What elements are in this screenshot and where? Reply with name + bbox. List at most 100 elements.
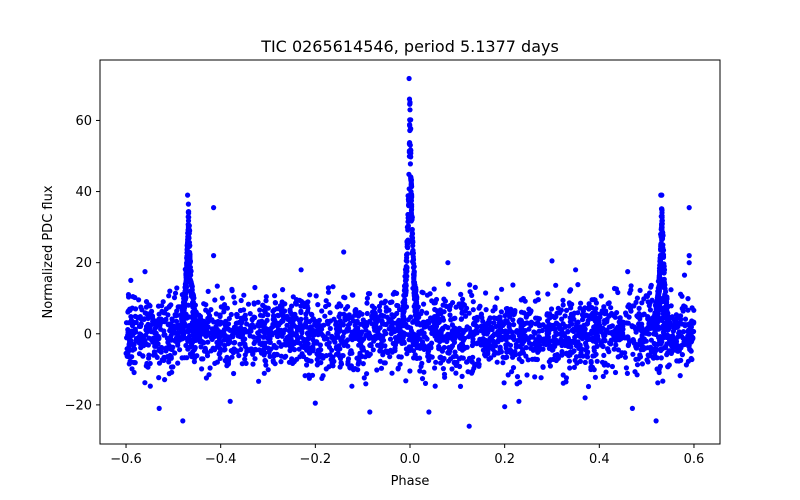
data-point [452, 325, 458, 331]
data-point [136, 297, 142, 303]
data-point [408, 117, 414, 123]
data-point [417, 368, 423, 374]
data-point [411, 279, 417, 285]
data-point [177, 347, 183, 353]
data-point [514, 381, 520, 387]
data-point [242, 341, 248, 347]
y-tick-label: 60 [75, 114, 92, 129]
data-point [408, 216, 414, 222]
data-point [255, 299, 261, 305]
data-point [406, 96, 413, 102]
data-point [477, 336, 483, 342]
data-point [265, 345, 271, 351]
data-point [566, 358, 573, 364]
data-point [419, 308, 425, 314]
data-point [185, 209, 191, 215]
data-point [352, 366, 358, 372]
data-point [666, 362, 672, 368]
data-point [616, 319, 622, 325]
data-point [409, 238, 415, 245]
data-point [400, 330, 406, 336]
data-point [474, 323, 480, 329]
data-point [653, 348, 659, 354]
data-point [404, 264, 410, 271]
x-tick-label: −0.4 [205, 452, 237, 467]
y-axis-ticks: −20 0 20 40 60 [65, 114, 100, 413]
data-point [569, 327, 575, 333]
data-point [682, 322, 688, 328]
data-point [394, 290, 400, 296]
chart-title: TIC 0265614546, period 5.1377 days [260, 37, 559, 56]
data-point [218, 304, 224, 310]
data-point [275, 333, 281, 340]
data-point [229, 354, 235, 360]
data-point [205, 339, 211, 345]
data-point [389, 370, 395, 376]
data-point [564, 338, 570, 344]
data-point [456, 326, 462, 332]
data-point [639, 334, 645, 340]
data-point [647, 307, 654, 313]
data-point [628, 308, 634, 314]
data-point [491, 315, 497, 321]
data-point [216, 338, 222, 344]
data-point [678, 291, 684, 297]
data-point [364, 295, 370, 301]
data-point [186, 322, 192, 329]
data-point [408, 314, 414, 320]
data-point [345, 327, 351, 333]
data-point [453, 304, 459, 310]
data-point [275, 327, 281, 333]
data-point [263, 362, 269, 368]
data-point [553, 320, 559, 326]
data-point [161, 354, 167, 360]
data-point [222, 346, 228, 353]
data-point [467, 282, 473, 288]
data-point [524, 372, 530, 378]
data-point [262, 320, 268, 326]
data-point [500, 354, 506, 360]
data-point [575, 319, 581, 325]
data-point [169, 316, 175, 322]
data-point [409, 226, 415, 233]
data-point [198, 329, 204, 335]
data-point [518, 297, 524, 303]
data-point [597, 311, 604, 317]
data-point [535, 320, 541, 326]
data-point [657, 270, 663, 276]
data-point [441, 344, 447, 351]
data-point [129, 341, 135, 347]
data-point [452, 359, 458, 365]
data-point [226, 315, 232, 322]
data-point [466, 310, 472, 316]
data-point [386, 307, 392, 313]
data-point [653, 300, 659, 306]
data-point [633, 356, 639, 362]
data-point [407, 161, 413, 167]
data-point [407, 126, 414, 132]
data-point [327, 352, 333, 358]
data-point [172, 290, 179, 296]
data-point [670, 333, 676, 339]
data-point [212, 347, 218, 353]
data-point [406, 140, 412, 147]
data-point [594, 358, 600, 364]
data-point [413, 340, 419, 346]
data-point [156, 375, 162, 381]
data-point [539, 327, 545, 334]
data-point [488, 355, 494, 361]
data-point [266, 331, 272, 337]
data-point [567, 288, 573, 294]
data-point [616, 337, 623, 343]
data-point [185, 346, 191, 352]
data-point [593, 300, 600, 306]
data-point [124, 346, 130, 352]
data-point [256, 319, 263, 325]
data-point [466, 423, 472, 429]
data-point [310, 327, 316, 333]
data-point [313, 293, 319, 299]
data-point [188, 272, 194, 278]
data-point [201, 340, 207, 346]
data-point [255, 330, 261, 336]
data-point [157, 346, 163, 352]
